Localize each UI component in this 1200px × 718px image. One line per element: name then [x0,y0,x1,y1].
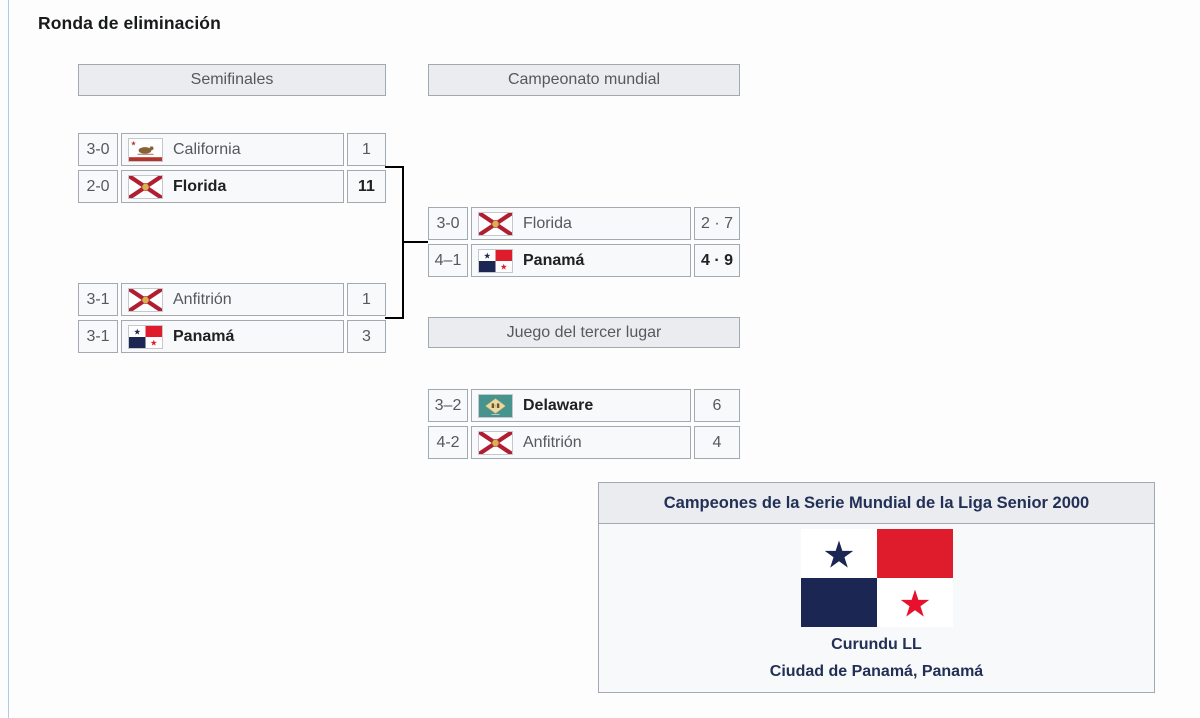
series-record: 3-1 [78,283,118,316]
bracket-line [402,166,404,319]
match-row: 3-1 Panamá 3 [78,320,386,353]
match-row: 2-0 Florida 11 [78,170,386,203]
match-row: 3–2 Delaware 6 [428,389,740,422]
match-row: 4-2 Anfitrión 4 [428,426,740,459]
round-header-third-place: Juego del tercer lugar [428,317,740,348]
florida-flag-icon [478,211,513,236]
team-cell: Panamá [121,320,344,353]
team-name: California [173,140,241,158]
match-semifinal-2: 3-1 Anfitrión 1 3-1 Panamá 3 [78,283,386,353]
match-row: 3-0 Florida 2 · 7 [428,207,740,240]
bracket-line [385,166,404,168]
series-record: 2-0 [78,170,118,203]
team-name: Anfitrión [173,290,232,308]
champions-body: Curundu LL Ciudad de Panamá, Panamá [599,524,1154,681]
panama-flag-icon [478,248,513,273]
score: 3 [347,320,386,353]
florida-flag-icon [128,174,163,199]
florida-flag-icon [478,430,513,455]
team-name: Panamá [173,327,235,345]
team-name: Delaware [523,396,594,414]
match-championship: 3-0 Florida 2 · 7 4–1 Panamá 4 · 9 [428,207,740,277]
team-cell: Florida [471,207,691,240]
score: 4 · 9 [694,244,740,277]
champions-title: Campeones de la Serie Mundial de la Liga… [599,483,1154,524]
round-header-championship: Campeonato mundial [428,64,740,96]
score: 6 [694,389,740,422]
match-row: 3-1 Anfitrión 1 [78,283,386,316]
team-cell: Panamá [471,244,691,277]
delaware-flag-icon [478,393,513,418]
series-record: 4-2 [428,426,468,459]
team-cell: Delaware [471,389,691,422]
score: 4 [694,426,740,459]
match-semifinal-1: 3-0 California 1 2-0 Florida 11 [78,133,386,203]
content-left-border [8,0,9,718]
series-record: 3-1 [78,320,118,353]
florida-flag-icon [128,287,163,312]
champion-team-name: Curundu LL [831,636,922,653]
california-flag-icon [128,137,163,162]
round-header-label: Campeonato mundial [507,71,661,88]
team-cell: Anfitrión [471,426,691,459]
team-name: Florida [173,177,227,195]
match-row: 3-0 California 1 [78,133,386,166]
team-name: Anfitrión [523,433,582,451]
score: 11 [347,170,386,203]
score: 1 [347,133,386,166]
team-cell: Anfitrión [121,283,344,316]
match-row: 4–1 Panamá 4 · 9 [428,244,740,277]
team-cell: California [121,133,344,166]
round-header-semifinals: Semifinales [78,64,386,96]
bracket-line [404,241,428,243]
series-record: 3–2 [428,389,468,422]
panama-flag-icon [128,324,163,349]
panama-flag-large [800,529,953,627]
series-record: 4–1 [428,244,468,277]
champion-location: Ciudad de Panamá, Panamá [769,663,984,680]
team-name: Florida [523,214,572,232]
series-record: 3-0 [428,207,468,240]
series-record: 3-0 [78,133,118,166]
team-name: Panamá [523,251,585,269]
round-header-label: Juego del tercer lugar [506,323,662,341]
match-third-place: 3–2 Delaware 6 4-2 Anfitrión 4 [428,389,740,459]
team-cell: Florida [121,170,344,203]
score: 2 · 7 [694,207,740,240]
round-header-label: Semifinales [190,71,274,88]
bracket-line [385,317,404,319]
page-title: Ronda de eliminación [38,13,221,33]
champions-box: Campeones de la Serie Mundial de la Liga… [598,482,1155,693]
score: 1 [347,283,386,316]
